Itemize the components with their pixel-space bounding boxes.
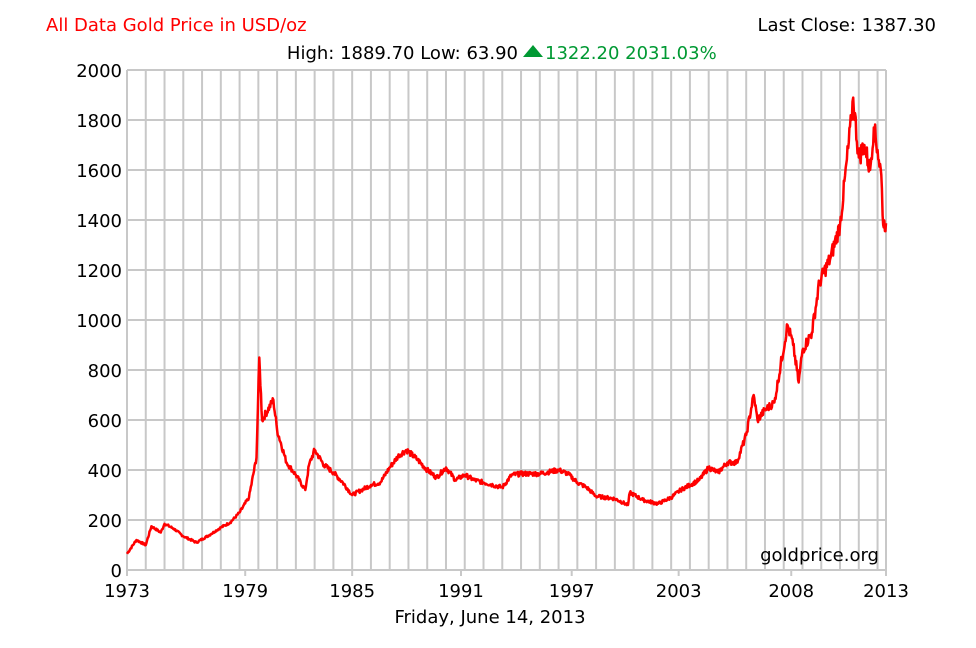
grid (126, 69, 887, 575)
x-tick-label: 2003 (656, 581, 702, 602)
y-tick-label: 600 (88, 411, 122, 432)
y-tick-label: 1800 (76, 111, 122, 132)
x-tick-label: 2008 (768, 581, 814, 602)
price-line (125, 96, 888, 555)
x-tick-label: 2013 (863, 581, 909, 602)
y-tick-label: 2000 (76, 61, 122, 82)
x-tick-label: 1985 (329, 581, 375, 602)
y-tick-label: 400 (88, 461, 122, 482)
y-tick-label: 1000 (76, 311, 122, 332)
chart-title: All Data Gold Price in USD/oz (46, 15, 307, 36)
y-tick-label: 1400 (76, 211, 122, 232)
date-label: Friday, June 14, 2013 (394, 607, 585, 628)
change-stats: 1322.20 2031.03% (545, 43, 717, 64)
up-triangle-icon (523, 45, 543, 57)
y-tick-label: 800 (88, 361, 122, 382)
x-tick-label: 1991 (438, 581, 484, 602)
y-tick-label: 200 (88, 511, 122, 532)
y-tick-label: 0 (111, 561, 122, 582)
high-low-stats: High: 1889.70 Low: 63.90 (287, 43, 518, 64)
last-close: Last Close: 1387.30 (758, 15, 936, 36)
x-tick-label: 1979 (222, 581, 268, 602)
x-tick-label: 1973 (104, 581, 150, 602)
y-tick-label: 1600 (76, 161, 122, 182)
x-tick-label: 1997 (549, 581, 595, 602)
x-axis: 1973 1979 1985 1991 1997 2003 2008 2013 (104, 570, 909, 602)
y-tick-label: 1200 (76, 261, 122, 282)
y-axis: 0 200 400 600 800 1000 1200 1400 1600 1800 2000 (76, 61, 122, 582)
watermark: goldprice.org (760, 545, 879, 566)
